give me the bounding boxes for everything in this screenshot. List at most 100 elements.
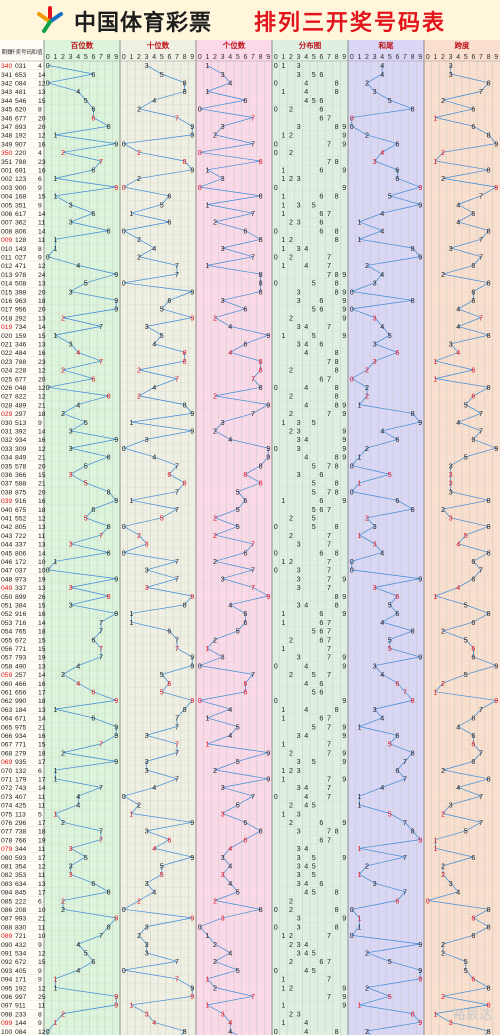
sum-cell: 14 [38, 211, 46, 218]
period-cell: 342 [1, 81, 13, 88]
sum-cell: 13 [38, 342, 46, 349]
dist-mark: 0 [274, 696, 278, 705]
sum-cell: 17 [38, 890, 46, 897]
data-mark: 5 [236, 801, 240, 810]
number-cell: 353 [15, 872, 27, 879]
dist-mark: 8 [335, 235, 339, 244]
data-mark: 2 [441, 627, 445, 636]
data-mark: 1 [205, 1001, 209, 1010]
period-cell: 080 [1, 855, 13, 862]
dist-mark: 8 [335, 270, 339, 279]
sum-cell: 12 [38, 864, 46, 871]
data-mark: 6 [91, 957, 95, 966]
data-mark: 4 [152, 453, 156, 462]
data-mark: 8 [183, 357, 187, 366]
dist-mark: 0 [274, 444, 278, 453]
number-cell: 292 [15, 315, 27, 322]
dist-mark: 5 [312, 722, 316, 731]
sum-cell: 11 [38, 794, 45, 801]
dist-mark: 2 [289, 366, 293, 375]
period-cell: 346 [1, 115, 13, 122]
data-mark: 2 [213, 896, 217, 905]
data-mark: 8 [487, 905, 491, 914]
dist-mark: 7 [327, 574, 331, 583]
sum-cell: 24 [38, 272, 46, 279]
dist-mark: 7 [327, 931, 331, 940]
dist-mark: 6 [319, 505, 323, 514]
data-mark: 9 [114, 731, 118, 740]
dist-mark: 0 [274, 661, 278, 670]
dist-mark: 0 [274, 522, 278, 531]
period-cell: 047 [1, 568, 13, 575]
data-mark: 8 [107, 453, 111, 462]
data-mark: 1 [53, 192, 57, 201]
data-mark: 8 [107, 226, 111, 235]
number-cell: 593 [15, 855, 27, 862]
data-mark: 9 [190, 287, 194, 296]
dist-mark: 3 [297, 949, 301, 958]
number-cell: 192 [15, 985, 27, 992]
sum-cell: 14 [38, 324, 46, 331]
data-mark: 4 [76, 400, 80, 409]
dist-mark: 2 [289, 818, 293, 827]
dist-mark: 4 [304, 1018, 308, 1027]
data-mark: 4 [380, 322, 384, 331]
period-cell: 003 [1, 185, 13, 192]
dist-mark: 4 [304, 783, 308, 792]
data-mark: 6 [243, 818, 247, 827]
digit-header: 5 [84, 54, 88, 61]
number-cell: 671 [15, 716, 27, 723]
dist-mark: 9 [342, 914, 346, 923]
data-mark: 4 [228, 949, 232, 958]
data-mark: 7 [99, 531, 103, 540]
data-mark: 6 [91, 635, 95, 644]
data-mark: 0 [350, 905, 354, 914]
data-mark: 3 [221, 244, 225, 253]
sum-cell: 18 [38, 411, 46, 418]
data-mark: 1 [357, 218, 361, 227]
dist-mark: 2 [289, 896, 293, 905]
sum-cell: 17 [38, 690, 46, 697]
data-mark: 1 [433, 844, 437, 853]
data-mark: 5 [388, 644, 392, 653]
data-mark: 8 [487, 522, 491, 531]
data-mark: 5 [464, 601, 468, 610]
sum-cell: 16 [38, 350, 46, 357]
number-cell: 546 [15, 98, 27, 105]
data-mark: 6 [395, 679, 399, 688]
data-mark: 9 [266, 331, 270, 340]
dist-mark: 3 [297, 566, 301, 575]
data-mark: 8 [107, 122, 111, 131]
data-mark: 1 [433, 374, 437, 383]
data-mark: 9 [266, 592, 270, 601]
data-mark: 0 [122, 183, 126, 192]
data-mark: 1 [129, 609, 133, 618]
data-mark: 4 [228, 731, 232, 740]
dist-mark: 9 [342, 574, 346, 583]
data-mark: 6 [471, 296, 475, 305]
data-mark: 2 [441, 870, 445, 879]
data-mark: 4 [228, 348, 232, 357]
number-cell: 084 [15, 1029, 27, 1035]
dist-mark: 9 [342, 661, 346, 670]
data-mark: 4 [380, 714, 384, 723]
dist-mark: 2 [289, 174, 293, 183]
dist-mark: 4 [304, 96, 308, 105]
dist-mark: 4 [304, 705, 308, 714]
data-mark: 6 [243, 496, 247, 505]
data-mark: 6 [243, 609, 247, 618]
data-mark: 2 [213, 957, 217, 966]
digit-header: 2 [365, 54, 369, 61]
data-mark: 2 [61, 366, 65, 375]
dist-mark: 0 [274, 566, 278, 575]
sum-cell: 10 [38, 907, 46, 914]
number-cell: 471 [15, 263, 27, 270]
data-mark: 8 [183, 1027, 187, 1035]
data-mark: 2 [137, 174, 141, 183]
sum-cell: 8 [38, 107, 42, 114]
dist-mark: 9 [342, 331, 346, 340]
period-cell: 072 [1, 785, 13, 792]
data-mark: 1 [129, 618, 133, 627]
sum-cell: 13 [38, 707, 46, 714]
data-mark: 7 [175, 574, 179, 583]
